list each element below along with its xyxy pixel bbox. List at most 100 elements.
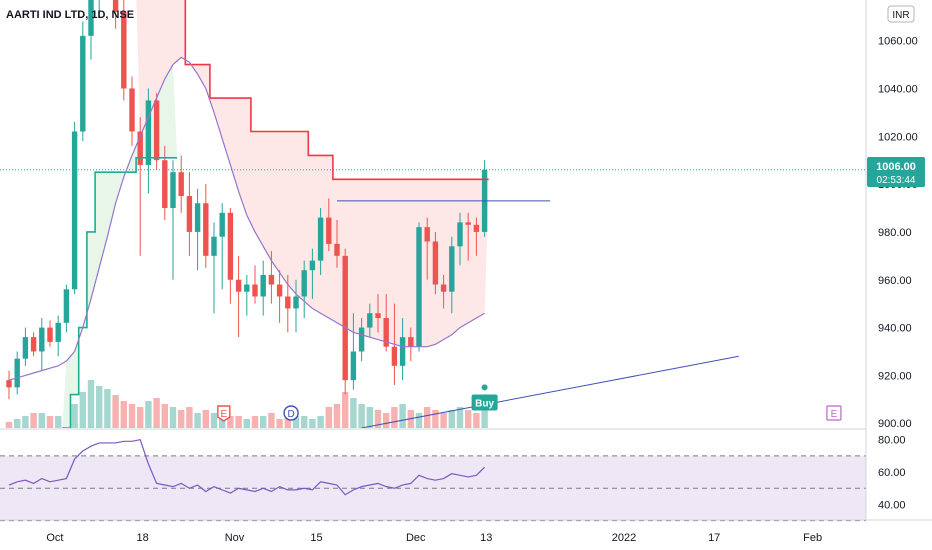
rsi-background — [0, 455, 866, 522]
candle — [309, 260, 316, 271]
candle — [301, 270, 307, 297]
moving-average-line — [8, 56, 485, 381]
volume-bar — [465, 410, 472, 428]
volume-bar — [202, 410, 209, 428]
candle — [358, 327, 365, 352]
volume-bar — [194, 413, 201, 428]
candle — [252, 284, 258, 297]
time-tick-label: Feb — [803, 532, 822, 544]
candle — [367, 313, 373, 328]
rsi-tick-label: 80.00 — [878, 435, 906, 447]
earnings-marker: E — [221, 409, 228, 420]
candle — [375, 313, 381, 319]
time-tick-label: Nov — [225, 532, 245, 544]
volume-bar — [383, 413, 390, 428]
volume-bar — [276, 419, 283, 428]
candle — [30, 337, 37, 352]
indicator-lines: Buy — [0, 0, 866, 428]
currency-badge-box[interactable] — [887, 5, 915, 23]
time-tick-label: 2022 — [612, 532, 636, 544]
volume-bar — [268, 413, 275, 428]
volume-bars — [5, 380, 488, 428]
price-tick-label: 980.00 — [878, 227, 912, 239]
rsi-axis[interactable]: 80.00 60.00 40.00 — [878, 435, 906, 512]
candle — [342, 255, 348, 381]
volume-bar — [14, 419, 21, 428]
volume-bar — [128, 404, 136, 428]
candle — [162, 160, 168, 209]
volume-bar — [399, 404, 406, 428]
candle — [235, 279, 242, 292]
volume-bar — [120, 401, 127, 428]
time-tick-label: 15 — [310, 532, 322, 544]
buy-signal-label: Buy — [475, 399, 494, 410]
candle — [170, 172, 176, 209]
candle — [440, 284, 447, 292]
price-tick-label: 1020.00 — [878, 131, 918, 143]
candle — [350, 351, 357, 381]
time-tick-label: Dec — [406, 532, 426, 544]
volume-bar — [350, 398, 357, 428]
price-axis[interactable]: 1060.001040.001020.001000.00980.00960.00… — [878, 36, 918, 431]
time-axis[interactable]: Oct 18 Nov 15 Dec 13 2022 17 Feb — [46, 532, 822, 544]
volume-bar — [210, 413, 218, 428]
volume-bar — [178, 410, 185, 428]
volume-bar — [358, 404, 365, 428]
price-tick-label: 920.00 — [878, 370, 912, 382]
candle — [14, 358, 20, 388]
candle — [129, 88, 135, 132]
price-tick-label: 900.00 — [878, 418, 912, 430]
candle — [178, 172, 184, 197]
future-earnings-marker-shape — [826, 405, 842, 421]
future-earnings-marker: E — [831, 409, 838, 420]
volume-bar — [137, 407, 144, 428]
volume-bar — [251, 416, 259, 428]
candle — [260, 274, 266, 297]
volume-bar — [440, 413, 447, 428]
rsi-tick-label: 60.00 — [878, 467, 906, 479]
candle — [432, 241, 439, 285]
candle — [285, 296, 291, 309]
volume-bar — [5, 422, 13, 428]
candle — [399, 337, 406, 366]
volume-bar — [391, 407, 398, 428]
volume-bar — [415, 413, 423, 428]
candle — [317, 217, 324, 261]
volume-bar — [104, 389, 111, 428]
candle — [55, 322, 61, 342]
candle — [153, 100, 160, 161]
candle — [219, 212, 225, 237]
last-price-tag — [867, 157, 925, 187]
rsi-panel — [8, 439, 486, 496]
rsi-tick-label: 40.00 — [878, 499, 906, 511]
volume-bar — [38, 413, 45, 428]
buy-signal-dot — [481, 384, 488, 391]
candle — [63, 289, 70, 323]
volume-bar — [342, 392, 349, 428]
candle — [39, 327, 45, 352]
lower-band-fill — [62, 64, 178, 428]
candle — [22, 337, 29, 359]
volume-bar — [87, 380, 95, 428]
volume-bar — [22, 416, 29, 428]
candle — [145, 100, 152, 165]
candle — [211, 236, 217, 256]
volume-bar — [227, 416, 234, 428]
upper-band-fill — [136, 0, 489, 347]
price-tick-label: 1060.00 — [878, 36, 918, 48]
volume-bar — [317, 416, 324, 428]
volume-bar — [325, 407, 332, 428]
volume-bar — [145, 401, 152, 428]
candle — [137, 131, 143, 165]
volume-bar — [432, 410, 439, 428]
bar-countdown: 02:53:44 — [877, 175, 916, 186]
volume-bar — [260, 416, 267, 428]
candle — [71, 131, 78, 290]
lower-band-line — [62, 157, 178, 428]
candle — [326, 217, 332, 244]
currency-badge[interactable]: INR — [892, 10, 909, 21]
volume-bar — [96, 386, 103, 428]
candle — [186, 196, 193, 232]
